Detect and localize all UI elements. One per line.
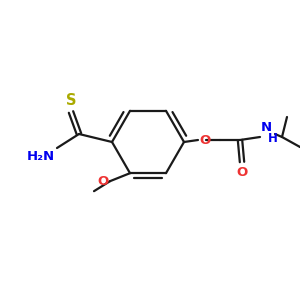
Text: H: H: [268, 131, 278, 145]
Text: S: S: [66, 93, 76, 108]
Text: O: O: [236, 166, 247, 179]
Text: H₂N: H₂N: [27, 150, 55, 163]
Text: O: O: [199, 134, 210, 146]
Text: N: N: [261, 121, 272, 134]
Text: O: O: [98, 175, 109, 188]
